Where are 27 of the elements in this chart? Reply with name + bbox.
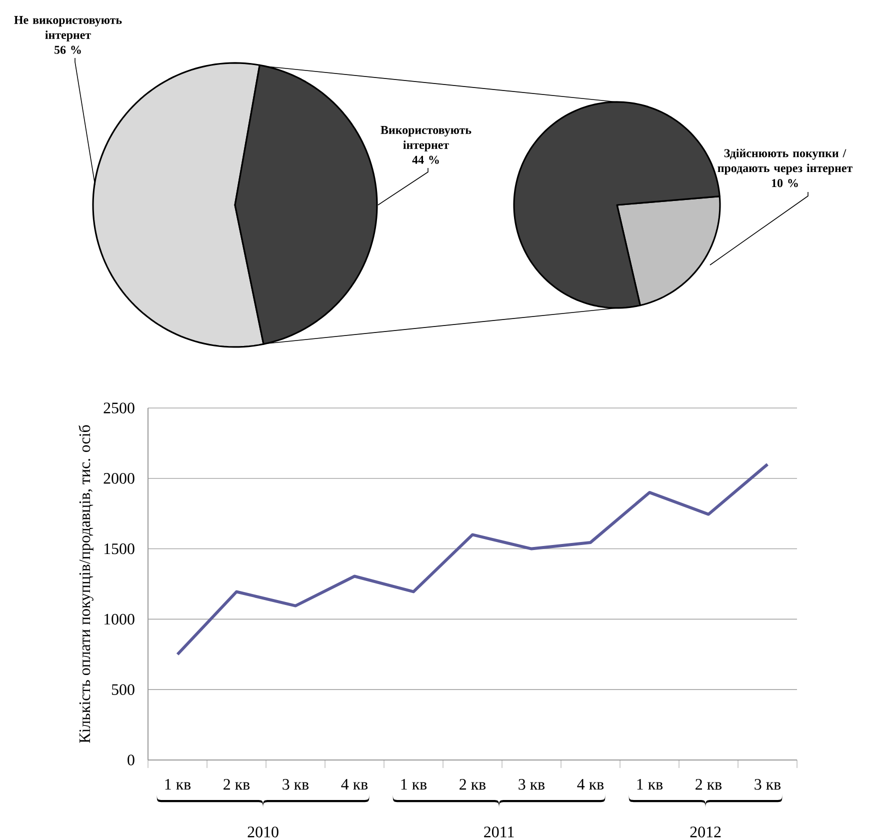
x-tick-label: 4 кв xyxy=(341,779,368,790)
x-tick-label: 3 кв xyxy=(282,779,309,790)
x-tick-label: 1 кв xyxy=(165,779,191,790)
y-tick-label: 500 xyxy=(112,684,134,695)
y-tick-label: 2500 xyxy=(104,402,134,414)
text: 2011 xyxy=(484,826,514,838)
slice-label: Здійснюють покупки / продають через інтернет xyxy=(718,148,852,175)
y-axis-title: Кількість оплати покупців/продавців, тис. осіб xyxy=(78,425,94,743)
data-label: 56 % xyxy=(54,46,81,54)
y-tick-label: 1500 xyxy=(104,543,134,554)
slice-label: Не використовують інтернет xyxy=(14,16,122,42)
x-tick-label: 2 кв xyxy=(460,779,486,790)
data-label: 10 % xyxy=(772,179,798,188)
y-tick-label: 2000 xyxy=(104,473,134,484)
x-tick-label: 1 кв xyxy=(401,779,427,790)
x-tick-label: 4 кв xyxy=(577,779,604,790)
y-tick-label: 1000 xyxy=(104,614,134,625)
data-label: 44 % xyxy=(412,156,439,164)
text: 2010 xyxy=(248,826,278,838)
x-tick-label: 2 кв xyxy=(224,779,250,790)
y-tick-label: 0 xyxy=(128,754,134,766)
x-tick-label: 3 кв xyxy=(754,779,781,790)
x-tick-label: 3 кв xyxy=(518,779,545,790)
x-tick-label: 1 кв xyxy=(637,779,663,790)
text: 2012 xyxy=(690,826,721,838)
slice-label: Використовують інтернет xyxy=(380,126,472,152)
x-tick-label: 2 кв xyxy=(696,779,722,790)
